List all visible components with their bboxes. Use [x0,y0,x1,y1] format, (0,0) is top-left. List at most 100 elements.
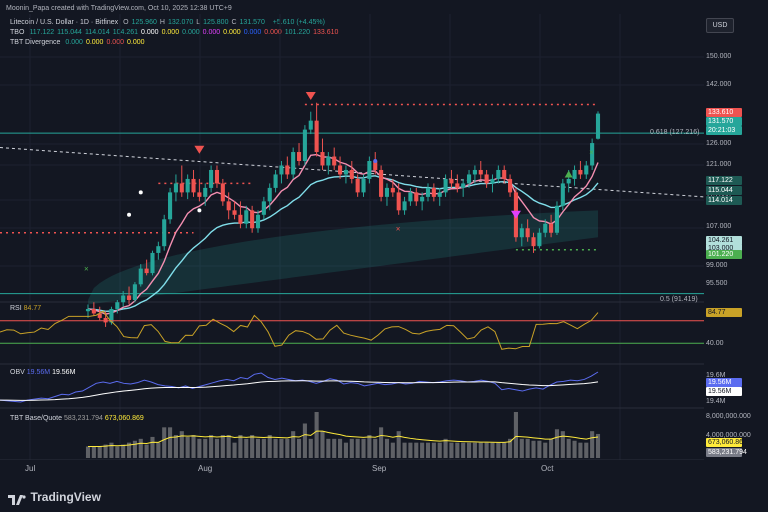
dot-marker [197,208,202,213]
obv-legend[interactable]: OBV 19.56M 19.56M [10,369,75,376]
price-tick-label: 126.000 [706,140,732,147]
candle [420,192,425,211]
candle [285,156,290,179]
tbt-tick-top: 8,000,000.000 [706,413,751,420]
volume-bar [502,442,507,458]
currency-selector[interactable]: USD [706,18,734,33]
tbo2-badge: 115.044 [706,186,742,195]
rsi-pane [0,310,704,350]
cross-marker: × [396,224,401,233]
volume-bar [308,438,313,458]
candle-body [115,302,120,309]
volume-bar [197,438,202,458]
candle-body [361,178,366,193]
tradingview-logo[interactable]: TradingView [8,488,208,505]
candle [584,161,589,179]
volume-bar [490,442,495,458]
obv-value-2: 19.56M [52,369,76,376]
tbo3-badge: 114.014 [706,196,742,205]
tbo-fast-line [87,153,599,315]
tbt-legend[interactable]: TBT Base/Quote 583,231.794 673,060.869 [10,415,144,422]
volume-bar [285,438,290,458]
obv1-badge: 19.56M [706,378,742,387]
tbo4-badge: 104.261 [706,236,742,245]
volume-bar [513,412,518,458]
candle-body [285,165,290,175]
ohlc-value-l: 125.800 [203,19,229,26]
candle-body [238,214,243,224]
volume-bar [343,442,348,458]
volume-bar [314,412,319,458]
candle-body [572,169,577,179]
cross-marker: × [589,148,594,157]
candle [250,205,255,233]
candle [156,241,161,260]
obv2-badge: 19.56M [706,387,742,396]
candle [291,147,296,179]
tbo-value-2: 115.044 [57,29,82,36]
time-axis-label: Sep [372,464,387,473]
symbol-label[interactable]: Litecoin / U.S. Dollar · 1D · Bitfinex [10,19,119,26]
candle-body [402,201,407,211]
volume-bar [402,442,407,458]
obv-label: OBV [10,369,25,376]
candle [126,286,132,305]
candle-body [156,246,161,253]
volume-bar [449,442,454,458]
candle [490,174,495,193]
candle [443,174,448,197]
tbo-value-8: 0.000 [202,29,221,36]
signal-markers: × × × [84,91,594,274]
candle-body [425,187,431,197]
candle [144,259,149,276]
candle-body [502,169,507,179]
rsi-legend[interactable]: RSI 84.77 [10,305,41,312]
candle-body [191,178,196,193]
candle-body [332,156,337,166]
candle-body [109,308,114,323]
candle-body [150,252,155,274]
legend-tbt-divergence-row[interactable]: TBT Divergence 0.000 0.000 0.000 0.000 [10,39,344,49]
candle-body [455,183,460,188]
candle [162,214,167,251]
volume-bar [226,435,231,458]
candle-body [390,187,395,193]
volume-bar [320,431,325,458]
tbo-value-9: 0.000 [223,29,241,36]
tbt-divergence-label: TBT Divergence [10,39,61,46]
price-chart[interactable]: × × × [0,0,704,460]
candle [537,228,542,249]
candle [332,147,337,170]
volume-bar [185,436,190,458]
candle-body [461,183,466,188]
volume-bar [466,442,472,458]
ohlc-key-o: O [123,19,129,26]
candle [326,152,331,175]
volume-bar [203,438,208,458]
candle-body [226,201,231,211]
countdown-badge: 20:21:03 [706,126,742,135]
tbo-value-11: 0.000 [264,29,282,36]
ohlc-value-o: 125.960 [131,19,157,26]
candle-body [549,223,554,233]
tbo-value-6: 0.000 [161,29,180,36]
candle-body [472,169,477,175]
dot-marker [373,159,378,163]
candle-body [420,196,425,202]
volume-bar [156,442,161,458]
candle-body [560,183,565,206]
tbo-label: TBO [10,29,25,36]
volume-bar [279,438,284,458]
candle [191,169,196,197]
volume-bar [214,438,220,458]
candle [85,304,91,318]
candle [472,165,477,184]
volume-bar [349,438,354,458]
obv-value-1: 19.56M [26,369,51,376]
tbo-value-10: 0.000 [243,29,262,36]
candle-body [121,295,126,303]
candle [543,219,548,238]
candle [238,201,243,229]
legend-tbo-row[interactable]: TBO 117.122 115.044 114.014 104.261 0.000 0.0… [10,29,344,39]
candle-body [173,183,178,193]
